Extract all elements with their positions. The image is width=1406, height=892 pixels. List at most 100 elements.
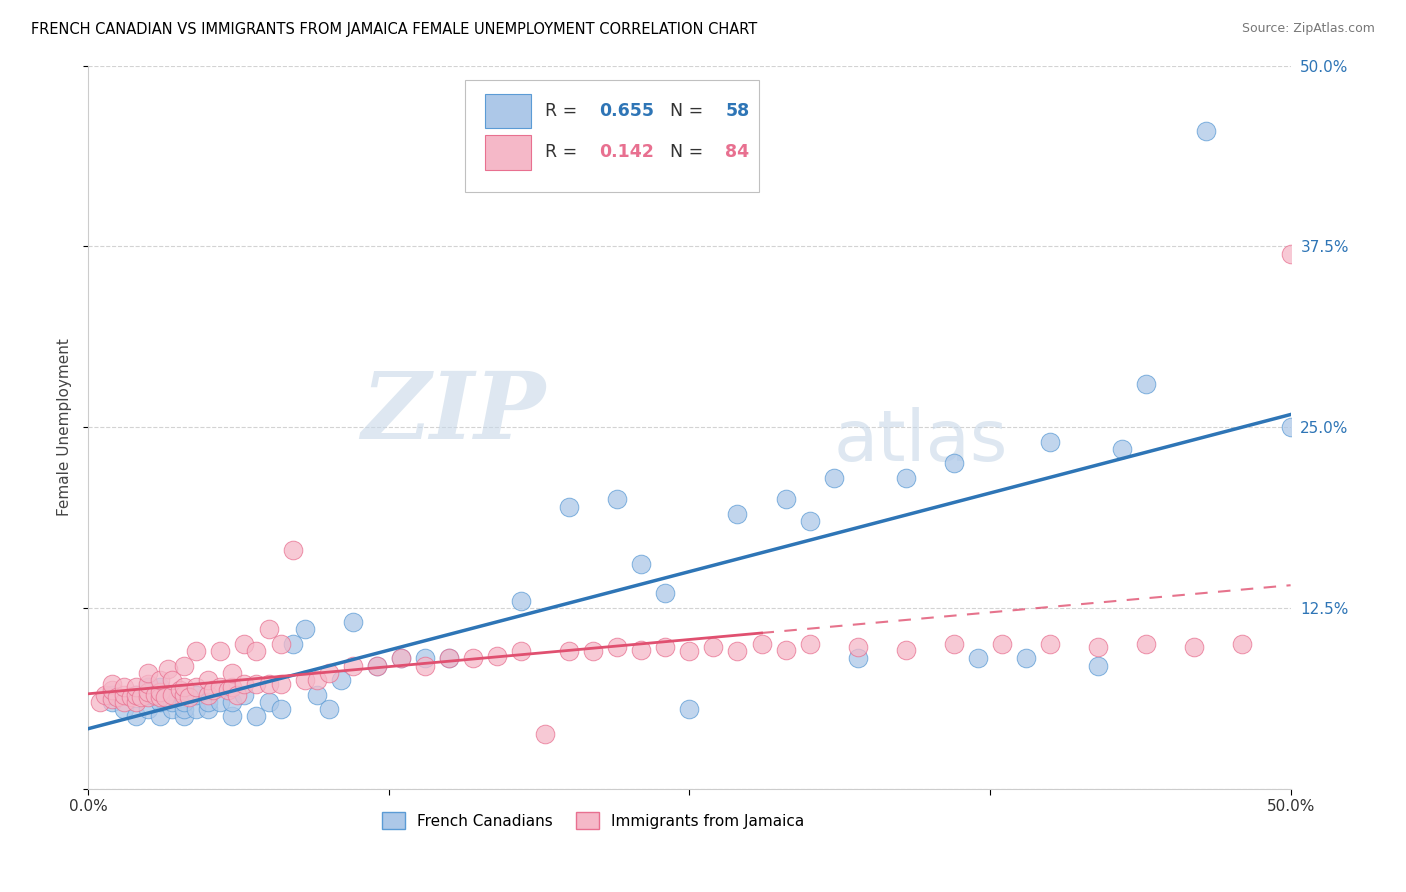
- Point: [942, 637, 965, 651]
- Point: [112, 695, 135, 709]
- Point: [209, 681, 232, 695]
- Text: 58: 58: [725, 103, 749, 120]
- Point: [1279, 246, 1302, 260]
- Point: [461, 651, 484, 665]
- Point: [846, 651, 869, 665]
- Point: [125, 681, 148, 695]
- Point: [186, 644, 208, 658]
- Text: R =: R =: [546, 103, 583, 120]
- Point: [202, 683, 225, 698]
- Point: [136, 684, 159, 698]
- Point: [485, 648, 508, 663]
- FancyBboxPatch shape: [464, 80, 759, 192]
- Point: [1279, 420, 1302, 434]
- Point: [630, 558, 652, 572]
- Point: [245, 644, 267, 658]
- Point: [942, 456, 965, 470]
- Point: [101, 688, 124, 702]
- Point: [413, 658, 436, 673]
- Point: [245, 677, 267, 691]
- Point: [149, 673, 172, 687]
- Point: [120, 690, 142, 705]
- Point: [1039, 637, 1062, 651]
- Point: [305, 688, 328, 702]
- Point: [136, 681, 159, 695]
- Text: FRENCH CANADIAN VS IMMIGRANTS FROM JAMAICA FEMALE UNEMPLOYMENT CORRELATION CHART: FRENCH CANADIAN VS IMMIGRANTS FROM JAMAI…: [31, 22, 758, 37]
- Point: [558, 644, 581, 658]
- Point: [149, 684, 172, 698]
- Text: atlas: atlas: [834, 407, 1008, 476]
- Y-axis label: Female Unemployment: Female Unemployment: [58, 338, 72, 516]
- Text: 0.142: 0.142: [599, 144, 654, 161]
- Point: [1135, 376, 1157, 391]
- Point: [136, 688, 159, 702]
- Point: [1015, 651, 1038, 665]
- Point: [799, 637, 821, 651]
- Point: [630, 642, 652, 657]
- Point: [101, 683, 124, 698]
- Point: [125, 709, 148, 723]
- Point: [173, 695, 195, 709]
- Point: [149, 695, 172, 709]
- Point: [654, 640, 676, 654]
- Point: [217, 683, 239, 698]
- Point: [991, 637, 1014, 651]
- FancyBboxPatch shape: [485, 94, 530, 128]
- Point: [270, 637, 292, 651]
- Point: [129, 690, 152, 705]
- Point: [169, 683, 191, 698]
- Point: [101, 692, 124, 706]
- Point: [1111, 442, 1133, 456]
- Point: [823, 471, 845, 485]
- Point: [173, 688, 195, 702]
- Point: [294, 623, 316, 637]
- Point: [366, 658, 388, 673]
- Point: [413, 651, 436, 665]
- Text: N =: N =: [659, 144, 709, 161]
- Point: [257, 623, 280, 637]
- Point: [245, 709, 267, 723]
- Point: [894, 471, 917, 485]
- Point: [366, 658, 388, 673]
- Point: [112, 688, 135, 702]
- Point: [654, 586, 676, 600]
- Point: [727, 507, 749, 521]
- Point: [101, 677, 124, 691]
- Point: [775, 492, 797, 507]
- Point: [125, 688, 148, 702]
- Point: [209, 644, 232, 658]
- Point: [221, 681, 243, 695]
- Point: [257, 677, 280, 691]
- Point: [136, 665, 159, 680]
- Point: [270, 677, 292, 691]
- Point: [702, 640, 724, 654]
- Point: [305, 673, 328, 687]
- Point: [894, 642, 917, 657]
- Point: [186, 702, 208, 716]
- Point: [1232, 637, 1254, 651]
- Point: [329, 673, 352, 687]
- Point: [162, 673, 184, 687]
- Point: [112, 681, 135, 695]
- Point: [1039, 434, 1062, 449]
- Point: [162, 702, 184, 716]
- Point: [233, 677, 256, 691]
- Point: [173, 702, 195, 716]
- Point: [149, 690, 172, 705]
- Point: [233, 637, 256, 651]
- Point: [558, 500, 581, 514]
- Point: [342, 658, 364, 673]
- Point: [89, 695, 111, 709]
- Legend: French Canadians, Immigrants from Jamaica: French Canadians, Immigrants from Jamaic…: [375, 806, 810, 835]
- Point: [799, 514, 821, 528]
- Point: [294, 673, 316, 687]
- Point: [751, 637, 773, 651]
- Point: [606, 492, 628, 507]
- Point: [125, 688, 148, 702]
- Point: [510, 593, 533, 607]
- Point: [105, 690, 128, 705]
- Text: 84: 84: [725, 144, 749, 161]
- Point: [149, 709, 172, 723]
- Point: [727, 644, 749, 658]
- Point: [1087, 640, 1109, 654]
